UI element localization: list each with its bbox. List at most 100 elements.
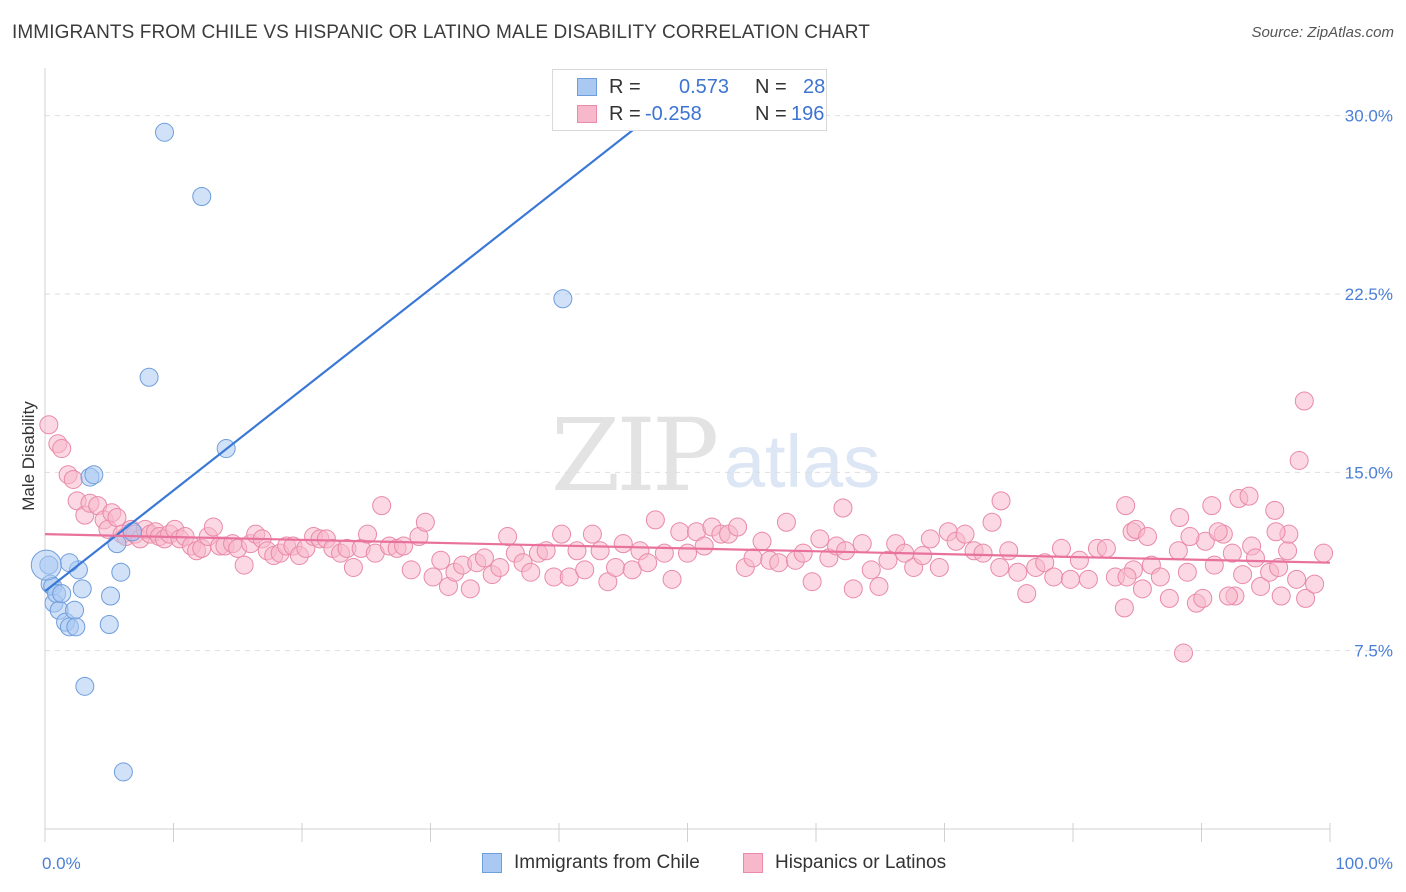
data-point [1269,557,1289,577]
data-point [810,529,830,549]
y-tick-label: 7.5% [1354,642,1393,661]
chart-title: IMMIGRANTS FROM CHILE VS HISPANIC OR LAT… [12,22,870,43]
hispanics-swatch [577,105,597,123]
data-point [1138,527,1158,547]
n-value: 28 [803,76,826,98]
data-point [1051,538,1071,558]
data-point [1305,574,1325,594]
data-point [343,557,363,577]
data-point [234,555,254,575]
data-point [662,569,682,589]
data-point [75,676,95,696]
data-point [63,469,83,489]
data-point [1174,643,1194,663]
data-point [1008,562,1028,582]
data-point [1017,584,1037,604]
data-point [973,543,993,563]
data-point [155,122,175,142]
data-point [1208,522,1228,542]
stats-legend: R = 0.573 N = 28 R = -0.258 N = 196 [552,69,827,131]
data-point [1060,569,1080,589]
data-point [39,415,59,435]
source-credit: Source: ZipAtlas.com [1251,24,1394,41]
watermark-atlas: atlas [724,420,880,503]
data-point [645,510,665,530]
r-label: R = [609,103,641,125]
data-point [59,553,79,573]
data-point [1287,569,1307,589]
watermark: ZIP atlas [551,397,880,514]
data-point [1294,391,1314,411]
y-tick-label: 22.5% [1345,285,1393,304]
data-point [743,548,763,568]
data-point [1314,543,1334,563]
x-tick-label-min: 0.0% [42,854,81,873]
data-point [582,524,602,544]
series-chile-points [30,122,573,782]
data-point [1222,543,1242,563]
data-point [1114,598,1134,618]
data-point [1159,588,1179,608]
data-point [590,541,610,561]
n-label: N = [755,103,787,125]
data-point [920,529,940,549]
data-point [843,579,863,599]
axes [44,68,1331,842]
data-point [113,762,133,782]
data-point [861,560,881,580]
data-point [1177,562,1197,582]
data-point [869,576,889,596]
data-point [107,534,127,554]
hispanics-swatch [743,853,763,873]
data-point [431,550,451,570]
data-point [852,534,872,554]
data-point [769,553,789,573]
data-point [991,491,1011,511]
data-point [567,541,587,561]
data-point [575,560,595,580]
data-point [1180,527,1200,547]
data-point [1150,567,1170,587]
data-point [111,562,131,582]
data-point [1168,541,1188,561]
x-tick-label-max: 100.0% [1335,854,1393,873]
data-point [122,522,142,542]
data-point [1132,579,1152,599]
y-tick-label: 15.0% [1345,463,1393,482]
data-point [1193,588,1213,608]
data-point [66,617,86,637]
legend-label: Immigrants from Chile [514,852,700,873]
data-point [1035,553,1055,573]
data-point [1271,586,1291,606]
r-label: R = [609,76,641,98]
data-point [372,496,392,516]
data-point [728,517,748,537]
data-point [622,560,642,580]
data-point [955,524,975,544]
data-point [1265,500,1285,520]
gridlines [45,115,1395,652]
data-point [423,567,443,587]
data-point [776,512,796,532]
data-point [1233,565,1253,585]
trend-lines [44,126,1331,593]
data-point [1296,588,1316,608]
data-point [1266,522,1286,542]
data-point [694,536,714,556]
data-point [999,541,1019,561]
data-point [72,579,92,599]
data-point [929,557,949,577]
tick-labels: 7.5% 15.0% 22.5% 30.0% 0.0% 100.0% [42,107,1393,873]
n-label: N = [755,76,787,98]
data-point [1202,496,1222,516]
data-point [752,531,772,551]
data-point [559,567,579,587]
data-point [1069,550,1089,570]
data-point [1116,496,1136,516]
data-point [358,524,378,544]
data-point [553,289,573,309]
data-point [1239,486,1259,506]
data-point [638,553,658,573]
y-tick-label: 30.0% [1345,107,1393,126]
data-point [1289,450,1309,470]
